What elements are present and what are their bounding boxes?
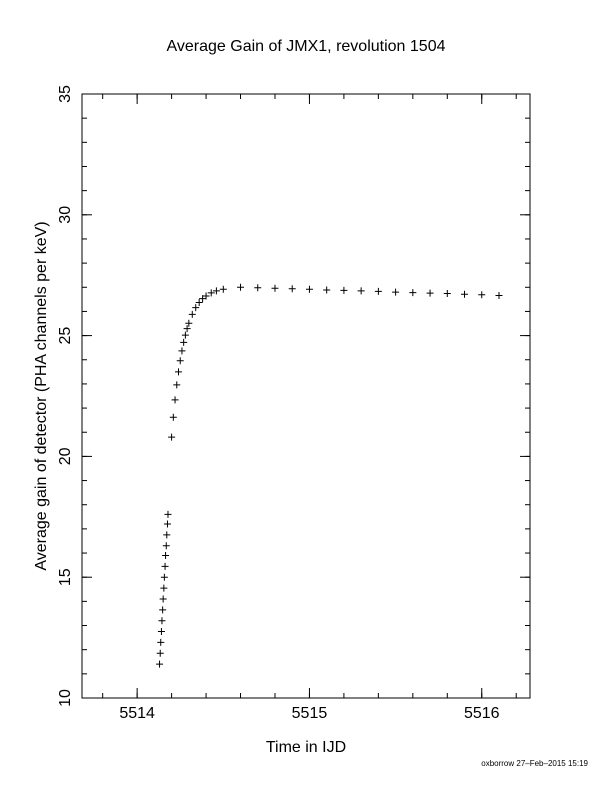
data-point: [159, 595, 167, 603]
data-point: [160, 584, 168, 592]
data-point: [171, 396, 179, 404]
data-point: [156, 660, 164, 668]
data-point: [271, 284, 279, 292]
data-point: [237, 283, 245, 291]
data-point: [288, 285, 296, 293]
data-point: [164, 510, 172, 518]
data-point: [192, 304, 200, 312]
data-point: [178, 347, 186, 355]
y-tick-label: 20: [57, 447, 74, 465]
y-tick-label: 30: [57, 206, 74, 224]
data-point: [461, 290, 469, 298]
data-point: [202, 292, 210, 300]
data-point: [219, 285, 227, 293]
data-point: [207, 289, 215, 297]
data-point: [392, 288, 400, 296]
data-point: [426, 289, 434, 297]
data-point: [159, 606, 167, 614]
data-point: [162, 551, 170, 559]
y-tick-label: 10: [57, 689, 74, 707]
data-point: [195, 299, 203, 307]
chart-title: Average Gain of JMX1, revolution 1504: [167, 38, 446, 55]
data-point: [161, 562, 169, 570]
data-point: [162, 542, 170, 550]
data-point: [168, 433, 176, 441]
x-axis-label: Time in IJD: [266, 739, 346, 756]
data-point: [183, 325, 191, 333]
data-point: [305, 285, 313, 293]
data-point: [340, 286, 348, 294]
data-point: [409, 289, 417, 297]
data-point: [188, 310, 196, 318]
x-tick-label: 5515: [292, 705, 328, 722]
plot-frame: [81, 93, 531, 699]
x-tick-label: 5516: [464, 705, 500, 722]
data-point: [157, 628, 165, 636]
data-point: [185, 319, 193, 327]
y-tick-label: 15: [57, 568, 74, 586]
y-tick-label: 25: [57, 327, 74, 345]
data-point: [254, 284, 262, 292]
data-point: [374, 287, 382, 295]
data-point: [443, 290, 451, 298]
data-point: [160, 573, 168, 581]
data-point: [173, 381, 181, 389]
data-point: [174, 368, 182, 376]
data-point: [495, 291, 503, 299]
data-point: [158, 617, 166, 625]
data-point: [157, 638, 165, 646]
data-point: [163, 520, 171, 528]
data-point: [169, 413, 177, 421]
data-point: [478, 291, 486, 299]
data-point: [212, 287, 220, 295]
y-tick-label: 35: [57, 85, 74, 103]
data-point: [180, 338, 188, 346]
data-point: [156, 649, 164, 657]
data-point: [323, 286, 331, 294]
data-point: [181, 331, 189, 339]
data-point: [163, 531, 171, 539]
data-point: [176, 357, 184, 365]
y-axis-label: Average gain of detector (PHA channels p…: [33, 221, 50, 570]
x-tick-label: 5514: [119, 705, 155, 722]
data-point: [357, 287, 365, 295]
footer: oxborrow 27–Feb–2015 15:19: [481, 759, 588, 768]
